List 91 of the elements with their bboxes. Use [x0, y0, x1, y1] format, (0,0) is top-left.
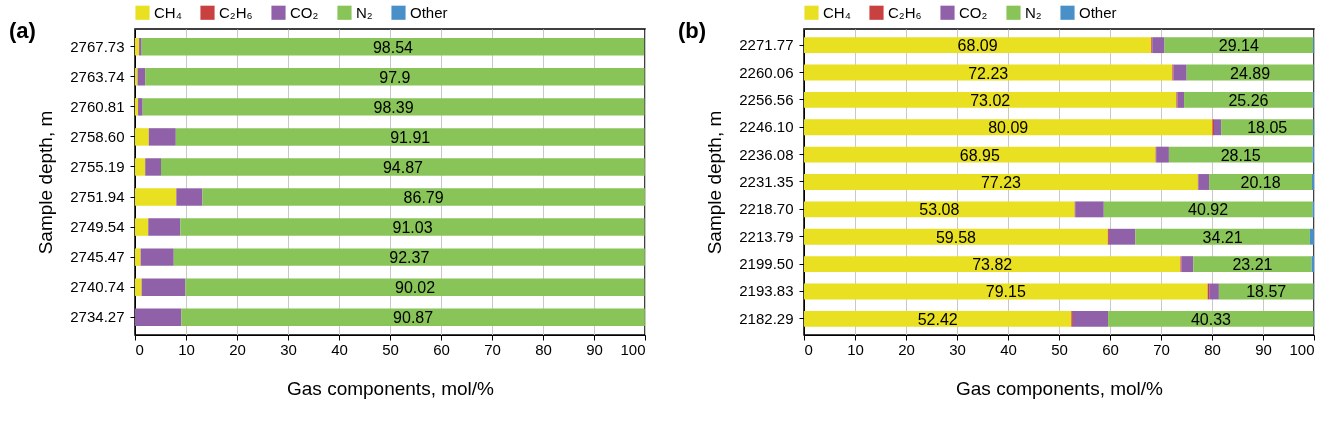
data-label: 92.37 [389, 249, 430, 267]
x-tick-label: 0 [135, 340, 144, 358]
data-label: 86.79 [403, 189, 444, 207]
y-axis-title: Sample depth, m [704, 110, 726, 255]
y-tick-label: 2199.50 [739, 255, 794, 273]
data-label: 80.09 [988, 119, 1029, 137]
y-tick-label: 2256.56 [739, 90, 794, 108]
data-label: 34.21 [1202, 228, 1243, 246]
y-tick-label: 2751.94 [70, 188, 125, 206]
data-label: 73.82 [972, 256, 1013, 274]
legend-label: CO₂ [959, 3, 988, 21]
x-tick-label: 80 [1204, 340, 1221, 358]
x-tick-label: 50 [1051, 340, 1068, 358]
data-label: 40.33 [1190, 310, 1232, 328]
x-tick-label: 10 [847, 340, 864, 358]
legend-label: N₂ [356, 3, 373, 21]
legend-label: C₂H₆ [219, 3, 253, 21]
x-tick-label: 40 [331, 340, 348, 358]
data-label: 91.03 [392, 219, 433, 237]
chart-title: (a) [9, 18, 36, 43]
y-tick-label: 2260.06 [739, 63, 794, 81]
y-tick-label: 2218.70 [739, 200, 794, 218]
x-tick-label: 70 [1153, 340, 1170, 358]
data-label: 94.87 [382, 158, 424, 176]
legend-label: N₂ [1025, 3, 1042, 21]
y-tick-label: 2740.74 [70, 278, 125, 296]
y-tick-label: 2760.81 [70, 97, 125, 115]
x-tick-label: 90 [1255, 340, 1272, 358]
x-tick-label: 60 [1102, 340, 1119, 358]
data-label: 72.23 [968, 64, 1009, 82]
x-tick-label: 60 [433, 340, 450, 358]
x-tick-label: 100 [1289, 340, 1315, 358]
y-tick-label: 2236.08 [739, 145, 794, 163]
chart-title: (b) [678, 18, 707, 43]
x-tick-label: 50 [382, 340, 399, 358]
data-label: 29.14 [1218, 37, 1259, 55]
legend-label: CH₄ [154, 3, 182, 21]
y-tick-label: 2246.10 [739, 118, 794, 136]
legend-label: CO₂ [290, 3, 319, 21]
data-label: 40.92 [1188, 201, 1229, 219]
data-label: 18.57 [1246, 283, 1287, 301]
data-label: 77.23 [980, 174, 1022, 191]
x-tick-label: 100 [620, 340, 646, 358]
y-tick-label: 2758.60 [70, 127, 125, 145]
x-tick-label: 30 [949, 340, 966, 358]
data-label: 28.15 [1220, 146, 1261, 164]
x-tick-label: 20 [898, 340, 915, 358]
data-label: 90.02 [395, 279, 436, 297]
y-tick-label: 2734.27 [70, 308, 125, 326]
data-label: 53.08 [919, 201, 960, 219]
y-tick-label: 2745.47 [70, 248, 125, 266]
data-label: 24.89 [1230, 64, 1271, 82]
y-tick-label: 2749.54 [70, 218, 125, 236]
data-label: 98.39 [373, 98, 414, 116]
data-label: 91.91 [390, 128, 431, 146]
y-tick-label: 2193.83 [739, 282, 794, 300]
x-tick-label: 30 [280, 340, 297, 358]
data-label: 18.05 [1247, 119, 1288, 137]
legend-label: CH₄ [823, 3, 851, 21]
data-label: 20.18 [1240, 174, 1281, 191]
data-label: 52.42 [917, 310, 958, 328]
x-axis-title: Gas components, mol/% [956, 377, 1164, 399]
data-label: 23.21 [1232, 256, 1273, 274]
x-tick-label: 40 [1000, 340, 1017, 358]
x-tick-label: 20 [229, 340, 246, 358]
x-tick-label: 80 [535, 340, 552, 358]
x-tick-label: 0 [804, 340, 813, 358]
y-tick-label: 2231.35 [739, 173, 794, 190]
x-axis-title: Gas components, mol/% [287, 377, 495, 399]
x-tick-label: 70 [484, 340, 501, 358]
data-label: 68.95 [959, 146, 1000, 164]
y-tick-label: 2767.73 [70, 37, 125, 55]
data-label: 90.87 [393, 309, 434, 327]
data-label: 73.02 [970, 91, 1011, 109]
y-tick-label: 2271.77 [739, 36, 794, 54]
data-label: 97.9 [379, 68, 411, 86]
data-label: 59.58 [935, 228, 977, 246]
x-tick-label: 10 [178, 340, 195, 358]
y-tick-label: 2763.74 [70, 67, 125, 85]
legend-label: C₂H₆ [888, 3, 922, 21]
x-tick-label: 90 [586, 340, 603, 358]
y-tick-label: 2182.29 [739, 309, 794, 327]
data-label: 98.54 [372, 38, 414, 56]
data-label: 25.26 [1228, 91, 1269, 109]
legend-label: Other [1079, 3, 1117, 21]
y-tick-label: 2755.19 [70, 157, 125, 175]
y-tick-label: 2213.79 [739, 227, 794, 245]
legend-label: Other [410, 3, 448, 21]
data-label: 68.09 [957, 37, 998, 55]
data-label: 79.15 [985, 283, 1026, 301]
y-axis-title: Sample depth, m [35, 110, 57, 255]
